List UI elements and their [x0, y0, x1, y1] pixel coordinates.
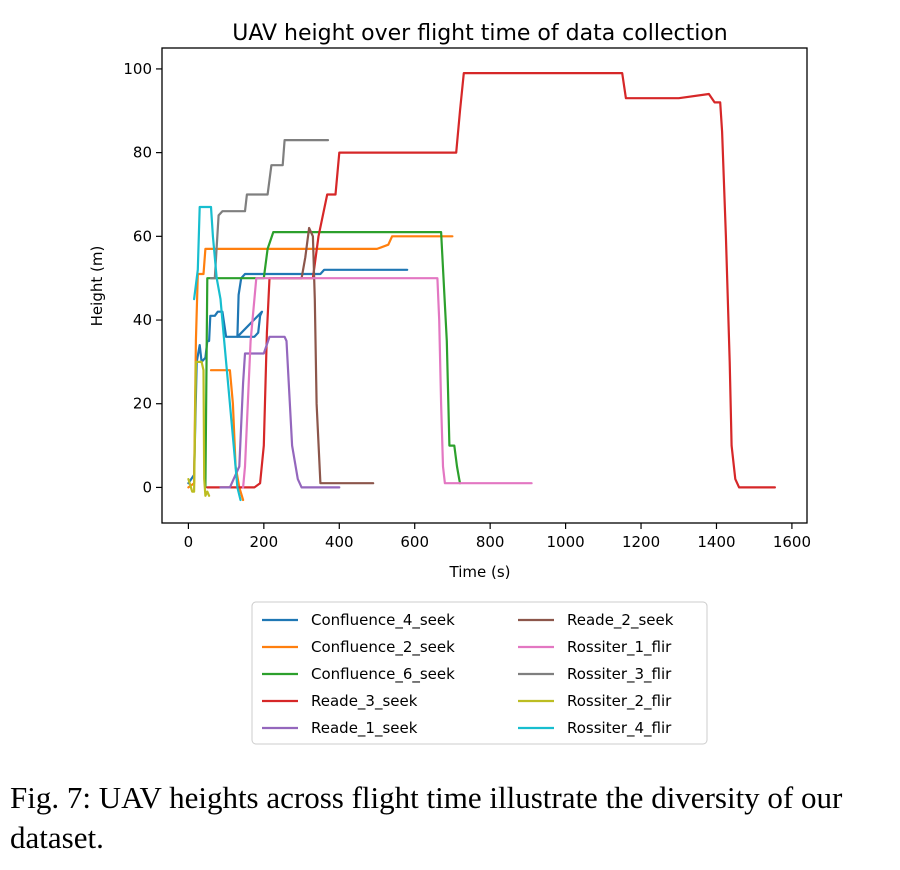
- series-line-confluence-2-seek-b: [209, 369, 245, 502]
- plot-frame: [161, 47, 808, 524]
- x-tick-label: 1200: [622, 533, 660, 551]
- y-tick-label: 40: [133, 311, 152, 329]
- x-tick-label: 0: [184, 533, 194, 551]
- y-tick-label: 80: [133, 144, 152, 162]
- legend-label: Reade_2_seek: [567, 611, 674, 630]
- x-tick-label: 600: [400, 533, 429, 551]
- y-axis-ticks: 0 20 40 60 80 100: [123, 60, 162, 496]
- y-tick-label: 100: [123, 60, 152, 78]
- series-line-rossiter-1-flir: [242, 277, 533, 489]
- x-tick-label: 400: [325, 533, 354, 551]
- y-tick-label: 60: [133, 227, 152, 245]
- x-tick-label: 1400: [697, 533, 735, 551]
- y-axis-label: Height (m): [88, 246, 106, 327]
- series-line-confluence-6-seek: [204, 231, 462, 489]
- legend-box: [251, 601, 708, 745]
- series-line-rossiter-2-flir: [187, 360, 211, 497]
- x-axis-label: Time (s): [449, 563, 511, 581]
- legend-label: Rossiter_3_flir: [567, 665, 672, 684]
- series-line-rossiter-3-flir: [209, 139, 330, 280]
- x-tick-label: 800: [476, 533, 505, 551]
- series-line-confluence-2-seek: [187, 235, 454, 489]
- legend-label: Rossiter_2_flir: [567, 692, 672, 711]
- x-tick-label: 1600: [773, 533, 811, 551]
- series-line-reade-1-seek: [219, 335, 341, 489]
- legend-label: Confluence_4_seek: [311, 611, 455, 630]
- y-tick-label: 0: [142, 478, 152, 496]
- x-axis-ticks: 0 200 400 600 800 1000 1200 1400 1600: [184, 523, 811, 551]
- legend-label: Reade_1_seek: [311, 719, 418, 738]
- series-line-confluence-4-seek: [187, 268, 409, 485]
- legend-label: Rossiter_4_flir: [567, 719, 672, 738]
- figure-caption: Fig. 7: UAV heights across flight time i…: [10, 780, 843, 855]
- legend-label: Rossiter_1_flir: [567, 638, 672, 657]
- plot-marks: [187, 72, 776, 502]
- legend-label: Confluence_2_seek: [311, 638, 455, 657]
- chart-title: UAV height over flight time of data coll…: [232, 21, 727, 46]
- legend-label: Confluence_6_seek: [311, 665, 455, 684]
- series-line-rossiter-4-flir: [193, 205, 242, 502]
- y-tick-label: 20: [133, 395, 152, 413]
- x-tick-label: 200: [250, 533, 279, 551]
- legend: Confluence_4_seek Confluence_2_seek Conflu…: [251, 601, 708, 745]
- series-line-reade-3-seek: [206, 72, 776, 489]
- legend-label: Reade_3_seek: [311, 692, 418, 711]
- x-tick-label: 1000: [547, 533, 585, 551]
